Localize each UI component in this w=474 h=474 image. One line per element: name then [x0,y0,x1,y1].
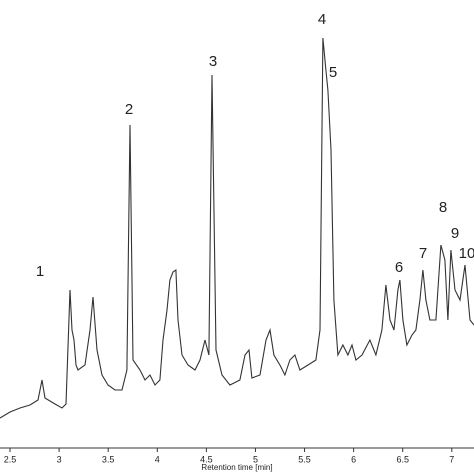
peak-label: 7 [419,245,427,262]
x-tick-label: 3 [57,454,62,464]
x-tick-label: 6.5 [396,454,409,464]
x-tick-label: 2.5 [4,454,17,464]
peak-label: 10 [459,245,474,262]
peak-label: 1 [36,263,44,280]
x-tick-label: 4.5 [200,454,213,464]
trace [0,37,474,419]
peak-label: 2 [125,101,133,118]
peak-label: 4 [318,11,326,28]
x-tick-label: 4 [155,454,160,464]
peak-label: 6 [395,259,403,276]
peak-label: 9 [451,225,459,242]
x-tick-label: 3.5 [102,454,115,464]
x-tick-label: 6 [351,454,356,464]
peak-label: 8 [439,199,447,216]
peak-label: 3 [209,53,217,70]
x-tick-label: 5 [253,454,258,464]
x-tick-label: 5.5 [298,454,311,464]
peak-label: 5 [329,64,337,81]
x-tick-label: 7 [449,454,454,464]
x-axis-label: Retention time [min] [201,463,272,472]
